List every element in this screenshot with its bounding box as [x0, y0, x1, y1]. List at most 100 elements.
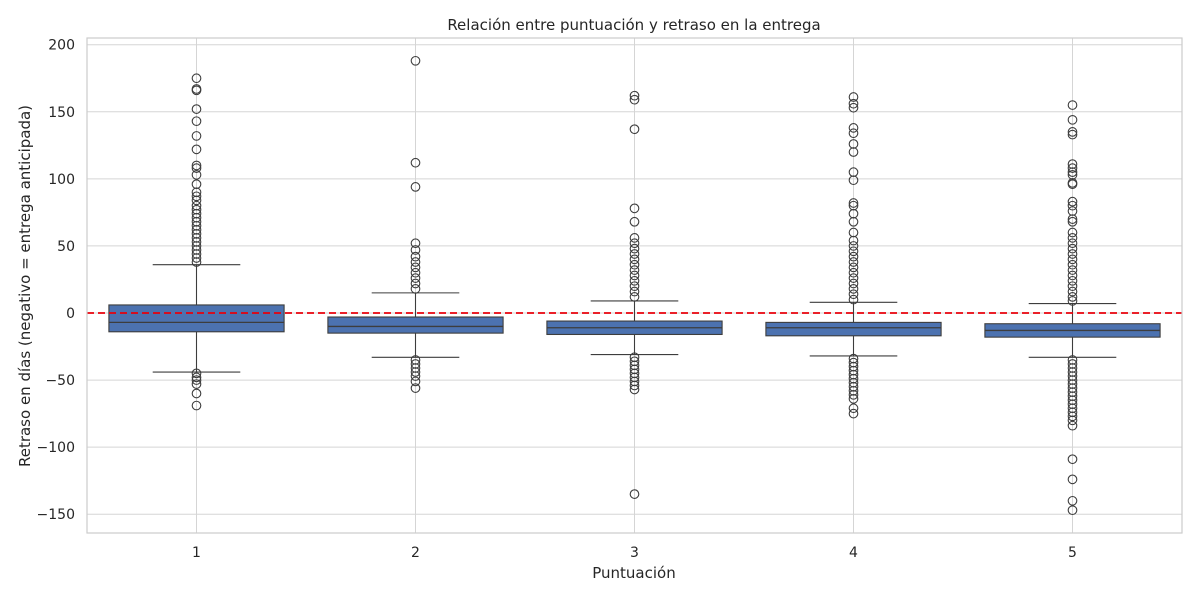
- outlier-point: [848, 251, 859, 262]
- outlier-point: [1067, 243, 1078, 254]
- outlier-point: [191, 224, 202, 235]
- outlier-point: [1067, 179, 1078, 190]
- outlier-point: [410, 359, 421, 369]
- y-tick-label: 100: [48, 172, 75, 188]
- x-tick-label: 3: [630, 545, 639, 561]
- plot-frame: [86, 37, 1183, 534]
- outlier-point: [1067, 169, 1078, 180]
- outlier-point: [1067, 379, 1078, 389]
- outlier-point: [629, 292, 640, 302]
- outlier-point: [1067, 270, 1078, 281]
- outlier-point: [1067, 167, 1078, 177]
- outlier-point: [848, 365, 859, 376]
- outlier-point: [191, 257, 202, 267]
- outlier-point: [1067, 407, 1078, 418]
- outlier-point: [848, 198, 859, 208]
- outlier-point: [1067, 159, 1078, 169]
- outlier-point: [848, 208, 859, 219]
- outlier-point: [410, 367, 421, 377]
- outlier-point: [191, 400, 202, 411]
- outlier-point: [191, 208, 202, 219]
- y-tick-label: −100: [37, 440, 75, 456]
- outlier-point: [848, 102, 859, 113]
- outlier-point: [629, 243, 640, 254]
- outlier-point: [848, 284, 859, 294]
- outlier-point: [1067, 495, 1078, 506]
- outlier-point: [1067, 206, 1078, 216]
- outlier-point: [1067, 265, 1078, 275]
- outlier-point: [1067, 403, 1078, 414]
- outlier-point: [848, 369, 859, 380]
- outlier-point: [191, 200, 202, 211]
- outlier-point: [1067, 196, 1078, 207]
- outlier-point: [848, 175, 859, 186]
- outlier-point: [191, 187, 202, 198]
- outlier-point: [629, 249, 640, 259]
- box-group-3: [546, 90, 723, 499]
- box-group-1: [108, 73, 285, 411]
- outlier-point: [848, 246, 859, 257]
- outlier-point: [848, 98, 859, 109]
- outlier-point: [1067, 359, 1078, 369]
- outlier-point: [410, 363, 421, 373]
- outlier-point: [191, 249, 202, 259]
- outlier-point: [410, 55, 421, 66]
- outlier-point: [191, 73, 202, 84]
- outlier-point: [1067, 375, 1078, 385]
- x-axis-title: Puntuación: [592, 564, 675, 582]
- box-iqr: [765, 321, 942, 337]
- outlier-point: [848, 227, 859, 238]
- outlier-point: [629, 94, 640, 105]
- outlier-point: [848, 403, 859, 414]
- outlier-point: [410, 355, 421, 365]
- outlier-point: [410, 157, 421, 168]
- outlier-point: [629, 489, 640, 499]
- outlier-point: [1067, 286, 1078, 297]
- outlier-point: [848, 408, 859, 419]
- outlier-point: [848, 381, 859, 392]
- outlier-point: [191, 229, 202, 239]
- box-group-4: [765, 92, 942, 419]
- outlier-point: [848, 128, 859, 139]
- outlier-point: [410, 376, 421, 387]
- outlier-point: [410, 371, 421, 381]
- outlier-point: [1067, 415, 1078, 426]
- outlier-point: [629, 368, 640, 379]
- outlier-point: [1067, 296, 1078, 306]
- outlier-point: [410, 383, 421, 393]
- y-axis-title: Retraso en días (negativo = entrega anti…: [16, 105, 34, 467]
- outlier-point: [629, 90, 640, 101]
- outlier-point: [191, 195, 202, 206]
- outlier-point: [848, 200, 859, 211]
- outlier-point: [1067, 383, 1078, 393]
- outlier-point: [1067, 391, 1078, 402]
- outlier-point: [1067, 249, 1078, 259]
- outlier-point: [1067, 200, 1078, 211]
- outlier-point: [629, 254, 640, 265]
- outlier-point: [191, 379, 202, 389]
- box-iqr: [108, 304, 285, 333]
- outlier-point: [848, 147, 859, 157]
- box-group-5: [984, 100, 1161, 516]
- outlier-point: [848, 123, 859, 133]
- outlier-point: [1067, 129, 1078, 140]
- outlier-point: [629, 216, 640, 227]
- plot-border: [86, 37, 1183, 534]
- outlier-point: [410, 262, 421, 273]
- outlier-point: [1067, 363, 1078, 373]
- outlier-point: [410, 257, 421, 267]
- outlier-point: [191, 85, 202, 96]
- outlier-point: [1067, 474, 1078, 485]
- outlier-point: [410, 273, 421, 283]
- outlier-point: [848, 273, 859, 283]
- y-tick-label: 200: [48, 38, 75, 54]
- x-axis-ticks: 1 2 3 4 5: [192, 545, 1077, 561]
- outlier-point: [191, 169, 202, 180]
- outlier-point: [848, 361, 859, 372]
- outlier-point: [848, 389, 859, 400]
- outlier-point: [848, 241, 859, 251]
- outlier-point: [629, 376, 640, 387]
- box-group-2: [327, 55, 504, 393]
- outlier-point: [1067, 505, 1078, 516]
